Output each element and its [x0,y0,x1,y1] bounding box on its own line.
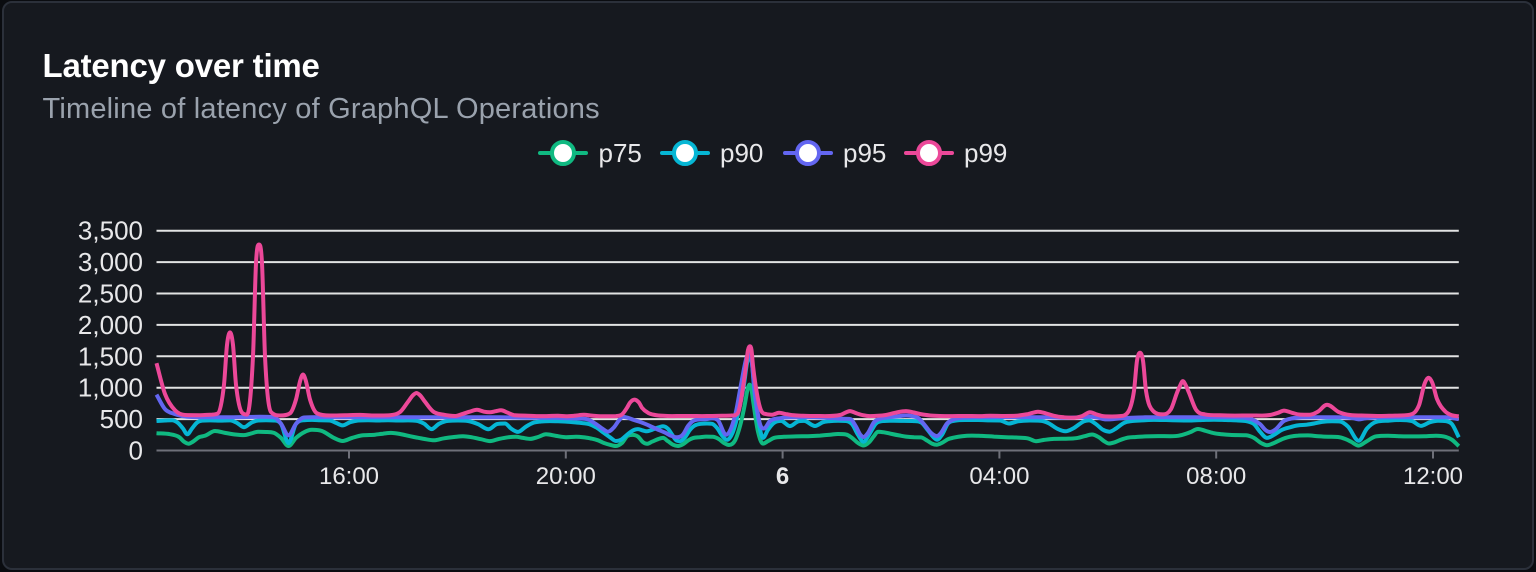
svg-text:3,000: 3,000 [78,247,143,277]
svg-text:500: 500 [100,404,143,434]
svg-text:2,000: 2,000 [78,310,143,340]
svg-text:16:00: 16:00 [319,463,379,490]
svg-text:0: 0 [129,436,143,466]
svg-text:1,000: 1,000 [78,373,143,403]
svg-text:08:00: 08:00 [1186,463,1246,490]
svg-text:2,500: 2,500 [78,279,143,309]
svg-text:20:00: 20:00 [536,463,596,490]
svg-text:3,500: 3,500 [78,216,143,246]
svg-text:12:00: 12:00 [1403,463,1463,490]
svg-text:04:00: 04:00 [969,463,1029,490]
svg-text:1,500: 1,500 [78,341,143,371]
svg-text:6: 6 [776,463,789,490]
